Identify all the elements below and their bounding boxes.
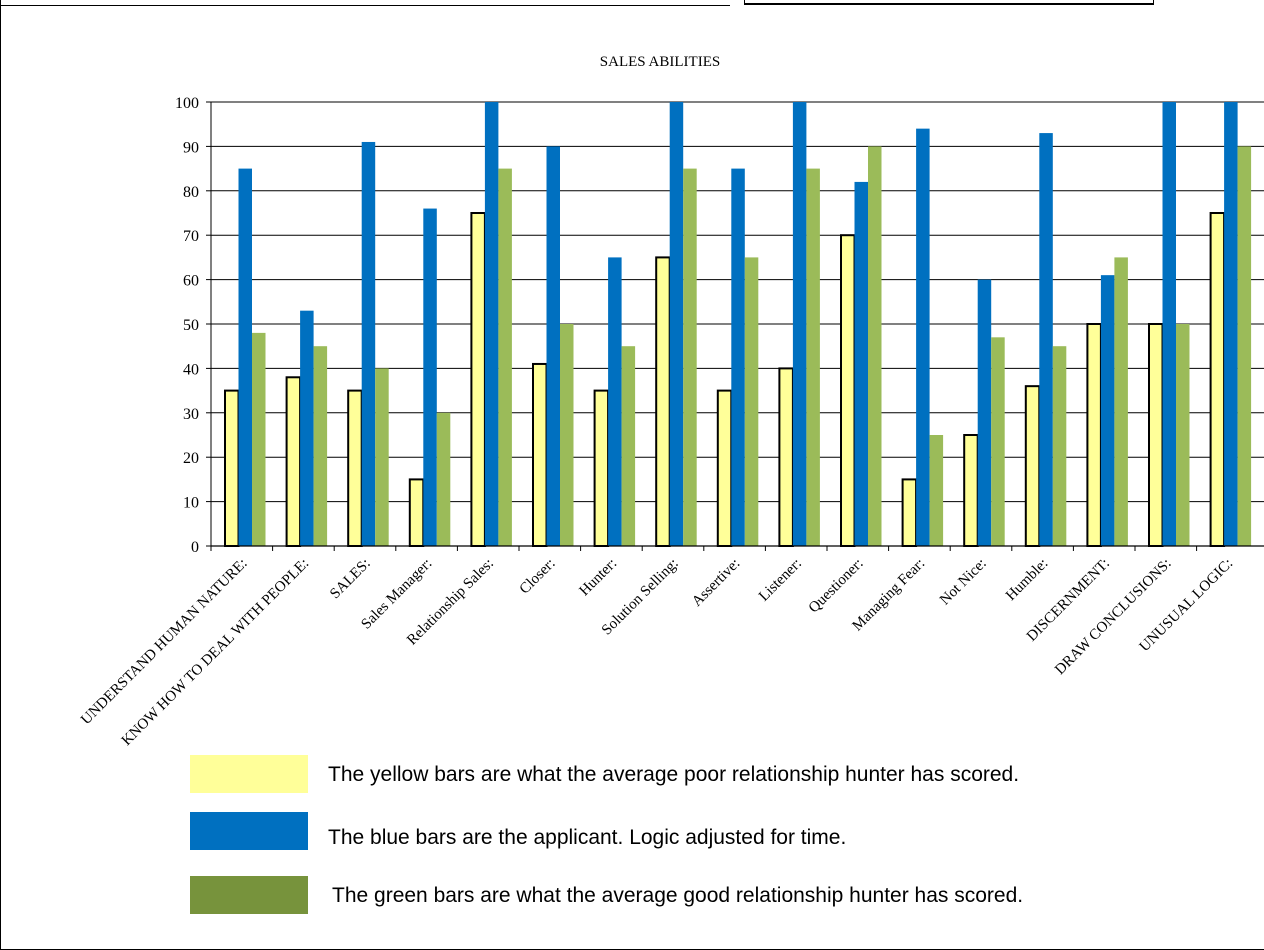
bar-applicant [1162,102,1176,546]
bar-good-hunter [498,168,512,546]
bar-poor-hunter [1086,323,1102,547]
bar-poor-hunter [224,389,240,547]
bar-good-hunter [1114,257,1128,546]
legend-text-green: The green bars are what the average good… [332,884,1024,907]
x-tick-label: Listener: [756,556,805,605]
x-tick-label: Hunter: [577,556,621,600]
bar-good-hunter [806,168,820,546]
bar-good-hunter [621,346,636,546]
bar-applicant [608,257,622,546]
bar-applicant [423,208,437,546]
legend-swatch-blue [190,812,308,850]
axes [210,102,1264,551]
bar-applicant [300,310,314,546]
legend-swatch-yellow [190,755,308,793]
bar-poor-hunter [655,256,671,547]
x-tick-label: DRAW CONCLUSIONS: [1052,556,1175,679]
bar-good-hunter [436,412,451,546]
bar-poor-hunter [778,367,794,547]
bar-applicant [546,146,560,546]
x-tick-label: Closer: [517,556,559,598]
y-tick-label: 60 [183,273,199,290]
bar-poor-hunter [532,362,548,547]
bar-poor-hunter [408,478,425,547]
bar-good-hunter [252,332,266,546]
chart-title: SALES ABILITIES [600,54,720,70]
bar-applicant [361,141,376,546]
bar-good-hunter [683,168,697,546]
y-tick-labels: 0 10 20 30 40 50 60 70 80 90 100 [175,95,199,556]
bar-good-hunter [375,368,389,546]
bar-good-hunter [929,435,944,546]
y-tick-label: 40 [183,361,199,378]
bar-poor-hunter [347,389,363,547]
legend-text-yellow: The yellow bars are what the average poo… [328,763,1020,786]
y-tick-label: 90 [183,139,199,156]
y-tick-label: 20 [183,450,199,467]
bar-applicant [1100,275,1115,546]
bar-poor-hunter [963,434,979,547]
bar-good-hunter [1176,324,1190,546]
bar-poor-hunter [1024,385,1041,547]
bar-applicant [484,102,499,546]
bar-applicant [792,102,807,546]
bar-applicant [916,128,930,546]
y-tick-label: 50 [183,317,199,334]
bar-good-hunter [560,324,574,546]
bar-good-hunter [991,337,1005,546]
y-tick-label: 70 [183,228,199,245]
x-tick-label: Questioner: [806,556,867,617]
bar-applicant [731,168,745,546]
bar-good-hunter [313,346,328,546]
bar-good-hunter [744,257,759,546]
bar-good-hunter [868,146,882,546]
bar-applicant [669,102,684,546]
x-tick-labels: UNDERSTAND HUMAN NATURE:KNOW HOW TO DEAL… [78,556,1236,749]
bar-applicant [1039,133,1053,546]
y-tick-label: 80 [183,184,199,201]
bar-applicant [1224,102,1238,546]
bar-poor-hunter [593,389,610,547]
bar-poor-hunter [470,212,486,547]
bar-poor-hunter [285,376,302,547]
bar-poor-hunter [716,389,733,547]
legend-text-blue: The blue bars are the applicant. Logic a… [328,826,847,849]
bar-applicant [977,279,992,546]
y-tick-label: 100 [175,95,199,112]
top-border-line [0,5,730,6]
bar-poor-hunter [1209,212,1226,547]
bars [224,102,1252,547]
bar-poor-hunter [1148,323,1164,547]
x-tick-label: Assertive: [689,556,743,610]
x-tick-label: Humble: [1003,556,1051,604]
y-tick-label: 30 [183,406,199,423]
y-tick-label: 10 [183,495,199,512]
top-header-box [744,0,1154,5]
bar-good-hunter [1052,346,1067,546]
x-tick-label: Not Nice: [937,556,990,609]
bar-poor-hunter [901,478,918,547]
y-tick-label: 0 [191,539,199,556]
bar-applicant [854,181,868,547]
x-tick-label: SALES: [327,556,374,603]
legend-swatch-green [190,876,308,914]
bar-poor-hunter [840,234,856,547]
bar-good-hunter [1237,146,1252,546]
bar-applicant [238,168,252,546]
